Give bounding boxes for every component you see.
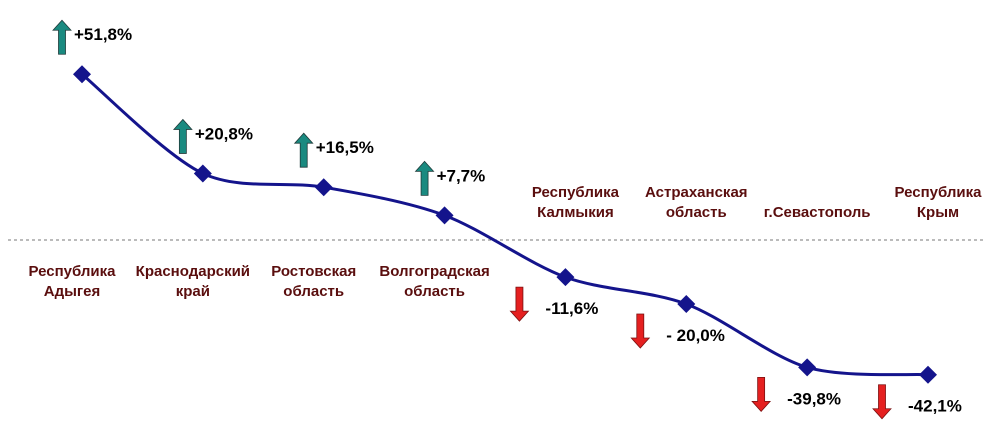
value-label: -39,8%: [787, 389, 841, 408]
up-arrow-icon: [52, 19, 72, 55]
down-arrow-icon: [751, 376, 772, 412]
category-label: Республика Адыгея: [28, 263, 116, 300]
category-label: Астраханская область: [645, 184, 748, 221]
data-point-marker: [919, 365, 937, 384]
value-label: +16,5%: [316, 138, 374, 157]
category-labels: Республика Адыгея Краснодарский край Ростовс…: [28, 184, 982, 300]
category-label: Республика Калмыкия: [532, 184, 620, 221]
category-label: Волгоградская область: [379, 263, 489, 300]
up-arrow-icon: [414, 160, 435, 196]
category-label: Краснодарский край: [136, 263, 250, 300]
data-markers: [73, 65, 937, 384]
series-line: [81, 73, 929, 377]
data-point-marker: [435, 206, 454, 225]
data-point-marker: [73, 65, 91, 84]
value-label: +51,8%: [74, 25, 132, 44]
down-arrow-icon: [630, 313, 651, 349]
up-arrow-icon: [293, 132, 314, 168]
down-arrow-icon: [872, 384, 892, 420]
value-label: - 20,0%: [666, 326, 725, 345]
data-point-marker: [556, 268, 575, 287]
value-label: +7,7%: [437, 166, 486, 185]
data-point-marker: [798, 358, 817, 377]
value-label: -11,6%: [545, 299, 598, 318]
data-point-marker: [677, 295, 696, 313]
data-point-marker: [314, 178, 333, 197]
down-arrow-icon: [509, 286, 530, 322]
up-arrow-icon: [172, 118, 193, 154]
category-label: Ростовская область: [271, 263, 356, 300]
trend-arrows: [52, 19, 892, 420]
value-label: +20,8%: [195, 124, 253, 143]
value-labels: +51,8% +20,8% +16,5% +7,7% -11,6% - 20,0% -39,…: [74, 25, 962, 415]
category-label: г.Севастополь: [764, 204, 871, 221]
category-label: Республика Крым: [894, 184, 982, 221]
data-point-marker: [193, 164, 212, 183]
value-label: -42,1%: [908, 397, 962, 416]
